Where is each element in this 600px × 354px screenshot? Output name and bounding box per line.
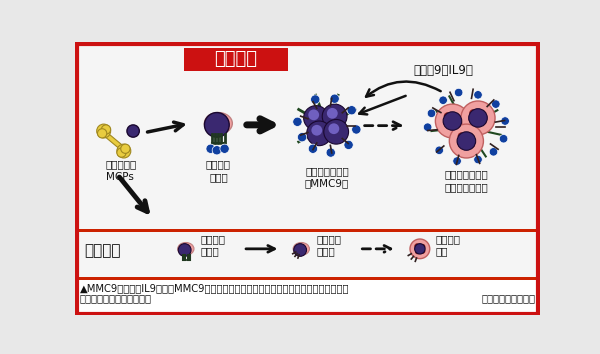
Circle shape xyxy=(478,110,485,117)
Circle shape xyxy=(415,244,425,254)
Circle shape xyxy=(460,141,467,148)
Bar xyxy=(103,131,125,151)
Circle shape xyxy=(324,120,349,144)
Circle shape xyxy=(453,157,461,165)
Circle shape xyxy=(117,148,126,157)
Text: 黏膜肥大細脹９
（MMC9）: 黏膜肥大細脹９ （MMC9） xyxy=(305,166,349,188)
Circle shape xyxy=(463,136,470,143)
Bar xyxy=(77,280,538,313)
Text: 過敏狀態: 過敏狀態 xyxy=(214,50,257,68)
Circle shape xyxy=(352,125,361,134)
Ellipse shape xyxy=(205,113,232,134)
Circle shape xyxy=(97,129,107,138)
Circle shape xyxy=(435,146,443,154)
Circle shape xyxy=(470,109,476,116)
Circle shape xyxy=(478,113,485,120)
Circle shape xyxy=(469,109,487,127)
Ellipse shape xyxy=(293,242,310,255)
Text: 黏膜肥大
細脹９: 黏膜肥大 細脹９ xyxy=(317,234,342,256)
Text: ▲MMC9大量產生IL9，刺激MMC9數量増加，並導致黏膜肥大細胞釋放出大量含組織胺的: ▲MMC9大量產生IL9，刺激MMC9數量増加，並導致黏膜肥大細胞釋放出大量含組… xyxy=(80,283,349,293)
Circle shape xyxy=(461,101,495,135)
Circle shape xyxy=(121,144,130,153)
Circle shape xyxy=(452,116,459,123)
Circle shape xyxy=(474,155,482,164)
Circle shape xyxy=(304,105,328,130)
Text: 健康狀態: 健康狀態 xyxy=(84,243,121,258)
Circle shape xyxy=(322,104,347,129)
Circle shape xyxy=(178,244,191,256)
Circle shape xyxy=(468,141,475,148)
Circle shape xyxy=(443,112,462,130)
Circle shape xyxy=(421,244,425,249)
Circle shape xyxy=(418,246,422,251)
Circle shape xyxy=(205,113,229,137)
Circle shape xyxy=(294,244,307,256)
Text: 肥大細脹
前身體: 肥大細脹 前身體 xyxy=(206,160,231,182)
Text: 肥大細脹
前身體: 肥大細脹 前身體 xyxy=(200,234,226,256)
Text: 骨髓幹細脹
MCPs: 骨髓幹細脹 MCPs xyxy=(106,160,137,182)
Circle shape xyxy=(421,249,425,253)
Text: （圖：王駭西提供）: （圖：王駭西提供） xyxy=(481,293,535,303)
Circle shape xyxy=(220,144,229,153)
Circle shape xyxy=(449,124,484,158)
Circle shape xyxy=(474,91,482,99)
Circle shape xyxy=(501,117,509,125)
Circle shape xyxy=(446,121,453,128)
Circle shape xyxy=(491,100,500,108)
Circle shape xyxy=(469,116,476,123)
Circle shape xyxy=(117,144,131,158)
Circle shape xyxy=(427,109,436,118)
Circle shape xyxy=(326,148,335,157)
Circle shape xyxy=(328,123,339,134)
Circle shape xyxy=(466,136,473,143)
Circle shape xyxy=(479,118,487,125)
Circle shape xyxy=(293,117,302,126)
Circle shape xyxy=(443,119,451,126)
Circle shape xyxy=(439,96,448,104)
Circle shape xyxy=(330,94,339,103)
Circle shape xyxy=(311,95,320,104)
Circle shape xyxy=(458,133,465,139)
Circle shape xyxy=(499,135,508,143)
Circle shape xyxy=(101,125,110,134)
Circle shape xyxy=(307,121,332,145)
Circle shape xyxy=(467,133,473,140)
Bar xyxy=(77,277,538,280)
Circle shape xyxy=(449,116,456,123)
Circle shape xyxy=(311,125,322,136)
Text: 肥大細脹釋出大
量含組織胺顔粒: 肥大細脹釋出大 量含組織胺顔粒 xyxy=(445,170,488,192)
Circle shape xyxy=(489,148,498,156)
Circle shape xyxy=(327,108,338,119)
Ellipse shape xyxy=(178,242,194,255)
Circle shape xyxy=(415,244,419,248)
Text: 顔粒肥大
細脹: 顔粒肥大 細脹 xyxy=(436,234,460,256)
Circle shape xyxy=(97,124,110,138)
Circle shape xyxy=(454,88,463,97)
Circle shape xyxy=(415,250,420,254)
Circle shape xyxy=(206,144,215,153)
Circle shape xyxy=(212,145,221,155)
Text: 顔粒，導致嚴重食物過敏。: 顔粒，導致嚴重食物過敏。 xyxy=(80,293,152,303)
Circle shape xyxy=(308,144,317,153)
Circle shape xyxy=(308,109,319,120)
Circle shape xyxy=(410,239,430,259)
Circle shape xyxy=(127,125,139,137)
Bar xyxy=(184,48,288,71)
Circle shape xyxy=(472,118,478,125)
Circle shape xyxy=(436,104,469,138)
Text: 介白素9（IL9）: 介白素9（IL9） xyxy=(413,64,473,77)
Circle shape xyxy=(347,105,356,115)
Bar xyxy=(77,229,538,232)
Circle shape xyxy=(452,113,460,120)
Circle shape xyxy=(475,113,481,120)
Circle shape xyxy=(344,140,353,149)
Circle shape xyxy=(298,132,307,142)
Circle shape xyxy=(457,139,464,146)
Circle shape xyxy=(454,121,461,127)
Circle shape xyxy=(457,132,476,150)
Circle shape xyxy=(424,123,432,131)
Circle shape xyxy=(444,113,451,120)
